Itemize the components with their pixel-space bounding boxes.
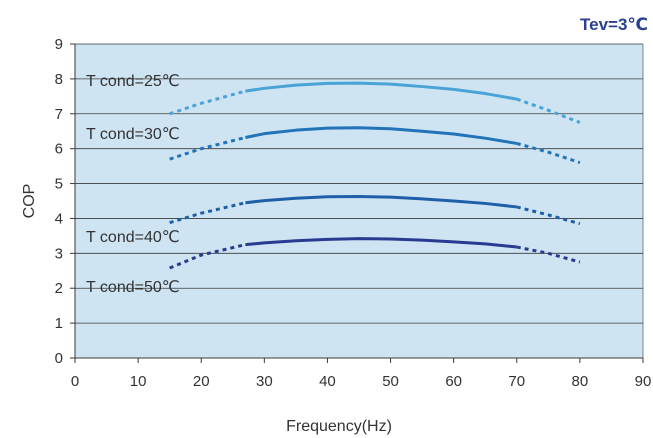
y-tick-label: 2 xyxy=(55,280,63,297)
series-dashed-left xyxy=(169,243,246,270)
x-tick-label: 90 xyxy=(635,373,652,390)
series-label: T cond=25℃ xyxy=(86,73,180,90)
series-4 xyxy=(169,237,581,270)
series-dashed-left xyxy=(169,201,246,225)
series-3 xyxy=(169,194,581,226)
y-tick-label: 0 xyxy=(55,350,63,367)
series-dashed-right xyxy=(516,141,581,165)
series-labels: T cond=25℃ T cond=30℃ T cond=40℃ T cond=50℃ xyxy=(86,73,180,296)
x-axis-ticks: 0 10 20 30 40 50 60 70 80 90 xyxy=(71,358,652,390)
series-lines xyxy=(169,81,581,270)
x-tick-label: 30 xyxy=(256,373,273,390)
y-tick-label: 5 xyxy=(55,176,63,193)
evaporation-temperature-label: Tev=3℃ xyxy=(580,15,648,34)
series-label: T cond=50℃ xyxy=(86,279,180,296)
series-dashed-left xyxy=(169,89,246,116)
y-tick-label: 8 xyxy=(55,71,63,88)
axes xyxy=(74,44,644,359)
series-dashed-right xyxy=(516,97,581,124)
series-label: T cond=40℃ xyxy=(86,229,180,246)
series-dashed-left xyxy=(169,136,246,161)
grid-lines xyxy=(75,43,643,324)
series-solid xyxy=(245,81,518,101)
y-tick-label: 1 xyxy=(55,315,63,332)
y-axis-ticks: 0 1 2 3 4 5 6 7 8 9 xyxy=(55,36,75,367)
series-solid xyxy=(245,237,517,249)
series-solid xyxy=(245,126,518,145)
y-tick-label: 6 xyxy=(55,141,63,158)
y-tick-label: 4 xyxy=(55,210,63,227)
x-tick-label: 0 xyxy=(71,373,79,390)
x-axis-title: Frequency(Hz) xyxy=(286,418,392,435)
plot-area xyxy=(75,44,643,358)
x-tick-label: 80 xyxy=(572,373,589,390)
series-label: T cond=30℃ xyxy=(86,126,180,143)
x-tick-label: 70 xyxy=(508,373,525,390)
x-tick-label: 20 xyxy=(193,373,210,390)
series-solid xyxy=(245,194,517,209)
y-tick-label: 3 xyxy=(55,245,63,262)
series-dashed-right xyxy=(516,205,581,226)
x-tick-label: 50 xyxy=(382,373,399,390)
y-tick-label: 9 xyxy=(55,36,63,53)
x-tick-label: 60 xyxy=(445,373,462,390)
series-2 xyxy=(169,126,581,165)
series-1 xyxy=(169,81,581,124)
x-tick-label: 10 xyxy=(130,373,147,390)
y-axis-title: COP xyxy=(21,184,38,219)
series-dashed-right xyxy=(516,245,581,264)
y-tick-label: 7 xyxy=(55,106,63,123)
x-tick-label: 40 xyxy=(319,373,336,390)
